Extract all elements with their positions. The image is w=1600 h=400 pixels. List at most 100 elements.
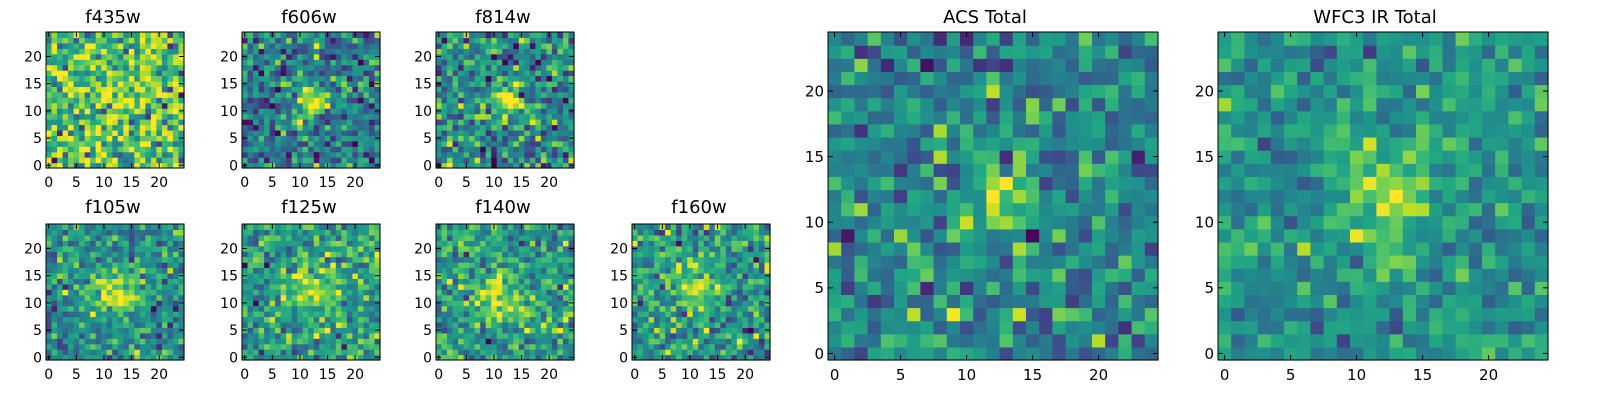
- heatmap-cell: [79, 283, 86, 290]
- heatmap-cell: [485, 64, 492, 71]
- heatmap-cell: [692, 234, 699, 241]
- heatmap-cell: [1131, 189, 1146, 204]
- heatmap-cell: [62, 157, 69, 164]
- heatmap-cell: [474, 321, 481, 328]
- heatmap-cell: [172, 240, 180, 247]
- heatmap-cell: [535, 70, 542, 77]
- heatmap-cell: [95, 354, 102, 361]
- heatmap-cell: [1131, 228, 1146, 243]
- heatmap-cell: [51, 278, 58, 285]
- heatmap-cell: [529, 48, 536, 55]
- heatmap-cell: [709, 354, 716, 361]
- heatmap-cell: [156, 305, 163, 312]
- heatmap-cell: [269, 251, 276, 258]
- heatmap-cell: [62, 305, 69, 312]
- heatmap-cell: [302, 349, 309, 356]
- heatmap-cell: [253, 245, 260, 252]
- heatmap-cell: [496, 262, 503, 269]
- heatmap-cell: [368, 32, 376, 39]
- heatmap-cell: [920, 346, 935, 361]
- heatmap-cell: [568, 251, 575, 258]
- heatmap-cell: [297, 234, 304, 241]
- heatmap-cell: [84, 140, 91, 147]
- heatmap-cell: [308, 146, 315, 153]
- heatmap-cell: [46, 251, 53, 258]
- heatmap-cell: [286, 162, 293, 169]
- heatmap-cell: [291, 305, 298, 312]
- heatmap-cell: [960, 307, 974, 322]
- heatmap-cell: [540, 316, 547, 323]
- heatmap-cell: [106, 129, 113, 136]
- heatmap-cell: [128, 113, 135, 120]
- heatmap-cell: [524, 64, 531, 71]
- heatmap-cell: [57, 327, 64, 334]
- heatmap-cell: [491, 135, 498, 142]
- heatmap-cell: [123, 229, 130, 236]
- heatmap-cell: [62, 32, 69, 39]
- heatmap-cell: [172, 245, 180, 252]
- heatmap-cell: [441, 42, 448, 49]
- heatmap-cell: [46, 102, 53, 109]
- heatmap-cell: [374, 283, 381, 290]
- heatmap-cell: [907, 268, 921, 282]
- heatmap-cell: [291, 343, 298, 350]
- heatmap-cell: [145, 240, 152, 247]
- heatmap-cell: [106, 37, 113, 44]
- heatmap-cell: [106, 354, 113, 361]
- heatmap-cell: [269, 64, 276, 71]
- heatmap-cell: [134, 42, 141, 49]
- heatmap-cell: [758, 267, 766, 274]
- heatmap-cell: [485, 349, 492, 356]
- heatmap-cell: [156, 300, 163, 307]
- heatmap-cell: [57, 48, 64, 55]
- heatmap-cell: [747, 311, 755, 318]
- heatmap-cell: [535, 338, 542, 345]
- heatmap-cell: [73, 278, 80, 285]
- heatmap-cell: [986, 294, 1001, 309]
- heatmap-cell: [335, 59, 342, 66]
- heatmap-cell: [357, 32, 365, 39]
- heatmap-cell: [95, 338, 102, 345]
- y-tick-label: 0: [229, 158, 238, 174]
- heatmap-cell: [134, 289, 141, 296]
- heatmap-cell: [441, 311, 448, 318]
- heatmap-cell: [535, 272, 542, 279]
- heatmap-cell: [491, 48, 498, 55]
- heatmap-cell: [117, 321, 124, 328]
- heatmap-cell: [106, 316, 113, 323]
- heatmap-cell: [1026, 268, 1040, 282]
- heatmap-cell: [436, 321, 443, 328]
- heatmap-cell: [275, 86, 282, 93]
- heatmap-cell: [368, 64, 376, 71]
- heatmap-cell: [73, 59, 80, 66]
- heatmap-cell: [540, 256, 547, 263]
- heatmap-cell: [436, 311, 443, 318]
- heatmap-cell: [513, 42, 520, 49]
- heatmap-cell: [275, 70, 282, 77]
- heatmap-cell: [112, 53, 119, 60]
- heatmap-cell: [452, 59, 459, 66]
- heatmap-cell: [496, 354, 503, 361]
- heatmap-cell: [643, 305, 650, 312]
- heatmap-cell: [341, 146, 348, 153]
- heatmap-cell: [79, 48, 86, 55]
- heatmap-cell: [308, 162, 315, 169]
- heatmap-cell: [95, 294, 102, 301]
- heatmap-cell: [753, 300, 760, 307]
- heatmap-cell: [161, 75, 169, 82]
- heatmap-cell: [139, 151, 146, 158]
- heatmap-cell: [341, 157, 348, 164]
- heatmap-cell: [62, 316, 69, 323]
- heatmap-cell: [242, 113, 249, 120]
- panel-f125w: f125w 0 5 10 15 20 0 5 10 15 20: [220, 198, 394, 396]
- heatmap-cell: [79, 251, 86, 258]
- heatmap-cell: [513, 354, 520, 361]
- heatmap-cell: [319, 245, 326, 252]
- heatmap-cell: [335, 80, 342, 87]
- heatmap-cell: [1105, 320, 1119, 335]
- heatmap-cell: [46, 229, 53, 236]
- heatmap-cell: [551, 70, 559, 77]
- heatmap-cell: [474, 140, 481, 147]
- heatmap-cell: [62, 59, 69, 66]
